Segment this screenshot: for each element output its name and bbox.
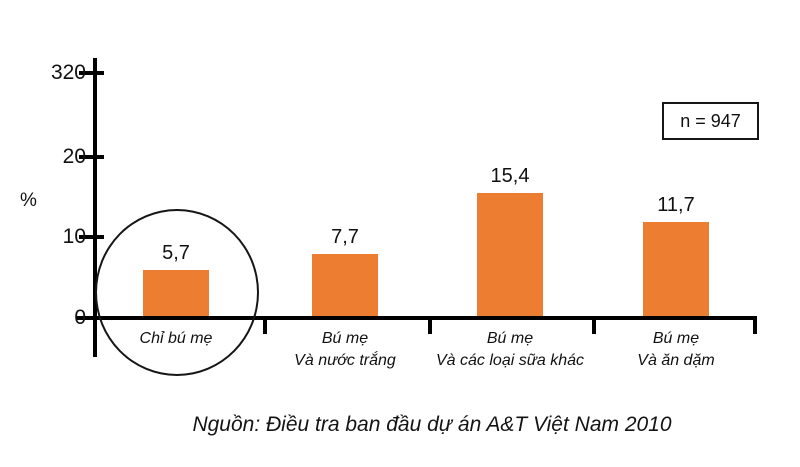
x-tick-mark-3	[592, 316, 596, 334]
y-tick-mark-30	[79, 71, 104, 75]
category-label-4: Bú mẹ Và ăn dặm	[637, 330, 715, 369]
y-tick-mark-10	[79, 235, 104, 239]
y-tick-label-0: 0	[74, 306, 86, 329]
bar-value-label-3: 15,4	[490, 165, 530, 187]
bar-2	[312, 254, 378, 316]
sample-size-box: n = 947	[662, 102, 759, 140]
bar-value-label-4: 11,7	[657, 194, 695, 216]
y-tick-label-30: 320	[50, 61, 86, 84]
x-tick-mark-2	[428, 316, 432, 334]
y-axis-unit-label: %	[20, 190, 37, 211]
y-tick-mark-20	[79, 155, 104, 159]
category-label-2: Bú mẹ Và nước trắng	[294, 330, 396, 369]
x-axis-line	[76, 316, 757, 320]
x-tick-mark-4	[753, 316, 757, 334]
y-tick-label-20: 20	[62, 145, 86, 168]
bar-3	[477, 193, 543, 316]
y-axis-line	[93, 58, 97, 357]
bar-4	[643, 222, 709, 316]
x-tick-mark-1	[263, 316, 267, 334]
source-caption: Nguồn: Điều tra ban đầu dự án A&T Việt N…	[192, 413, 672, 436]
highlight-circle	[95, 209, 259, 376]
category-label-3: Bú mẹ Và các loại sữa khác	[436, 330, 584, 369]
bar-value-label-2: 7,7	[331, 226, 359, 248]
y-tick-label-10: 10	[62, 225, 86, 248]
